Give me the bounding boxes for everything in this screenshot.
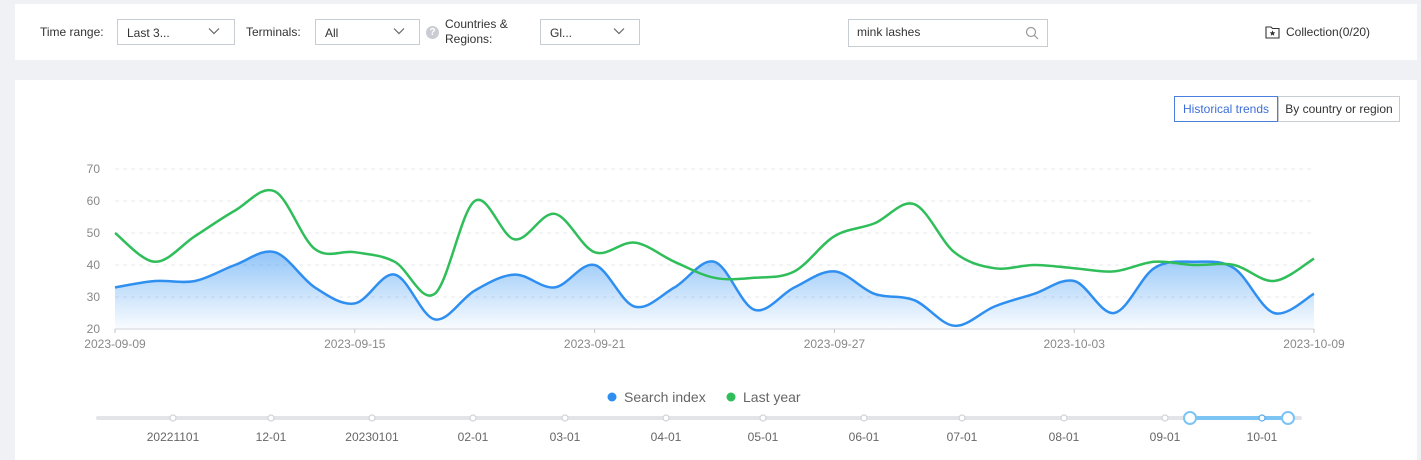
tab-historical-trends[interactable]: Historical trends bbox=[1174, 96, 1278, 122]
countries-select[interactable]: Gl... bbox=[540, 19, 640, 45]
chevron-down-icon bbox=[208, 28, 220, 35]
terminals-value: All bbox=[325, 26, 339, 40]
time-range-value: Last 3... bbox=[127, 26, 170, 40]
time-range-label: Time range: bbox=[40, 25, 104, 39]
search-icon[interactable] bbox=[1025, 26, 1039, 40]
help-icon[interactable]: ? bbox=[426, 26, 439, 39]
chart-panel: Historical trends By country or region bbox=[15, 80, 1417, 460]
terminals-label: Terminals: bbox=[246, 25, 301, 39]
search-input[interactable] bbox=[857, 25, 1017, 39]
countries-label-line1: Countries & bbox=[445, 17, 508, 31]
time-range-select[interactable]: Last 3... bbox=[117, 19, 235, 45]
chevron-down-icon bbox=[613, 28, 625, 35]
chevron-down-icon bbox=[393, 28, 405, 35]
search-box[interactable] bbox=[848, 19, 1048, 47]
folder-star-icon bbox=[1265, 26, 1280, 39]
terminals-select[interactable]: All bbox=[315, 19, 420, 45]
countries-label-line2: Regions: bbox=[445, 32, 493, 46]
tab-by-country-or-region[interactable]: By country or region bbox=[1278, 96, 1400, 122]
countries-label: Countries & Regions: bbox=[445, 17, 508, 47]
collection-label: Collection(0/20) bbox=[1286, 25, 1371, 39]
collection-button[interactable]: Collection(0/20) bbox=[1265, 24, 1370, 39]
filter-bar: Time range: Last 3... Terminals: All ? C… bbox=[15, 4, 1417, 60]
countries-value: Gl... bbox=[550, 26, 573, 40]
